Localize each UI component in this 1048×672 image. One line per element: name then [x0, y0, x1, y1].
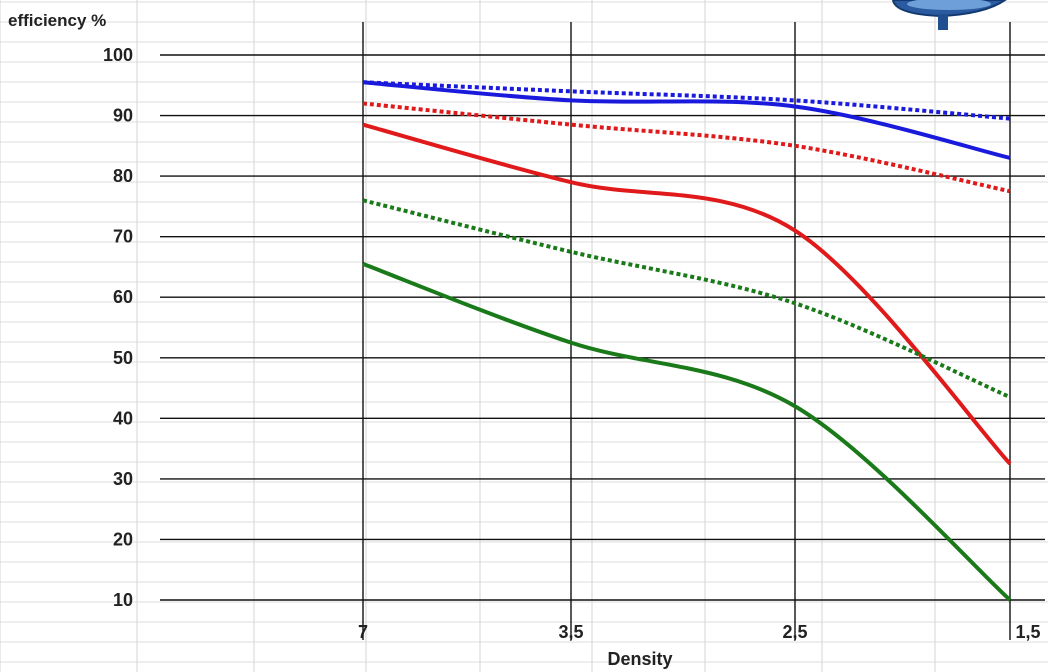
y-tick-label: 40 [113, 408, 133, 428]
funnel-logo-icon [891, 0, 1007, 30]
series-line-4 [362, 101, 1011, 194]
y-tick-label: 50 [113, 348, 133, 368]
x-tick-label: 2,5 [782, 622, 807, 642]
x-axis-label: Density [607, 649, 672, 669]
series-line-5 [362, 262, 1012, 602]
vertical-gridlines [362, 22, 1011, 640]
x-tick-labels: 7 3,5 2,5 1,5 [358, 622, 1041, 642]
y-tick-label: 100 [103, 45, 133, 65]
logo-funnel-stem [938, 14, 948, 30]
series-line-1 [362, 80, 1011, 160]
y-tick-label: 70 [113, 227, 133, 247]
y-tick-label: 30 [113, 469, 133, 489]
x-tick-label: 7 [358, 622, 368, 642]
x-tick-label: 3,5 [558, 622, 583, 642]
y-tick-label: 90 [113, 106, 133, 126]
x-tick-label: 1,5 [1015, 622, 1040, 642]
series-lines [362, 80, 1012, 602]
series-line-2 [362, 80, 1011, 121]
logo-funnel-highlight [907, 0, 991, 10]
horizontal-gridlines [160, 54, 1045, 601]
y-tick-label: 80 [113, 166, 133, 186]
y-tick-labels: 10 20 30 40 50 60 70 80 90 100 [103, 45, 133, 610]
y-tick-label: 60 [113, 287, 133, 307]
series-line-6 [362, 198, 1011, 399]
y-tick-label: 20 [113, 529, 133, 549]
series-line-3 [362, 122, 1012, 466]
y-tick-label: 10 [113, 590, 133, 610]
y-axis-label: efficiency % [8, 11, 106, 30]
